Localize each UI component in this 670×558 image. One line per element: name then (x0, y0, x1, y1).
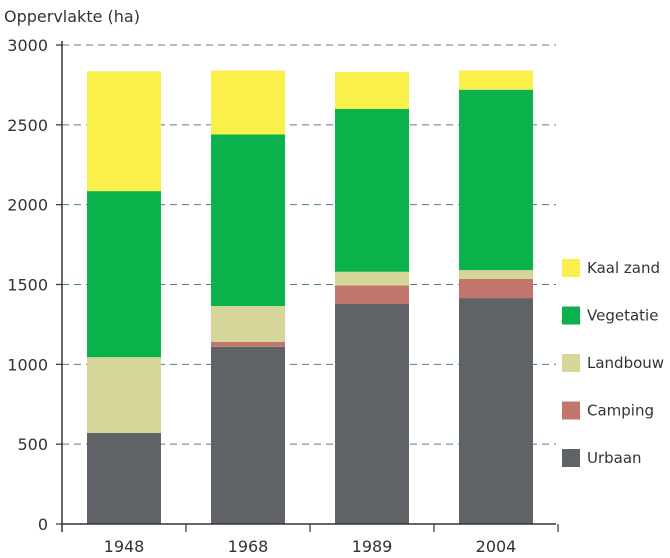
bar-segment-landbouw-1989 (335, 271, 409, 286)
x-category-label: 1989 (352, 537, 393, 556)
y-tick-label: 2000 (7, 196, 48, 215)
bar-segment-camping-2004 (459, 278, 533, 299)
bars (87, 70, 533, 524)
legend-label-landbouw: Landbouw (587, 354, 664, 372)
legend-label-vegetatie: Vegetatie (587, 307, 658, 325)
legend-swatch-camping (562, 401, 580, 420)
bar-segment-camping-1989 (335, 285, 409, 304)
bar-segment-vegetatie-1968 (211, 134, 285, 307)
bar-segment-kaal-zand-1948 (87, 71, 161, 192)
bar-segment-urbaan-1989 (335, 303, 409, 524)
y-tick-label: 0 (38, 515, 48, 534)
bar-segment-landbouw-2004 (459, 270, 533, 279)
legend-label-kaal-zand: Kaal zand (587, 259, 660, 277)
x-category-label: 1948 (104, 537, 145, 556)
bar-segment-landbouw-1968 (211, 306, 285, 342)
x-category-label: 2004 (476, 537, 517, 556)
legend-label-camping: Camping (587, 402, 654, 420)
x-category-label: 1968 (228, 537, 269, 556)
bar-segment-urbaan-1968 (211, 346, 285, 524)
legend-swatch-vegetatie (562, 306, 580, 325)
bar-segment-landbouw-1948 (87, 357, 161, 433)
y-axis-label: Oppervlakte (ha) (4, 7, 140, 26)
bar-segment-kaal-zand-2004 (459, 70, 533, 90)
bar-segment-urbaan-2004 (459, 298, 533, 524)
y-tick-label: 500 (17, 435, 48, 454)
bar-segment-urbaan-1948 (87, 432, 161, 524)
y-tick-label: 3000 (7, 36, 48, 55)
y-tick-label: 1500 (7, 276, 48, 295)
bar-segment-vegetatie-1948 (87, 191, 161, 358)
bar-segment-kaal-zand-1989 (335, 72, 409, 109)
legend-label-urbaan: Urbaan (587, 449, 642, 467)
y-tick-label: 1000 (7, 355, 48, 374)
bar-segment-vegetatie-1989 (335, 108, 409, 272)
legend-swatch-urbaan (562, 449, 580, 467)
legend-swatch-kaal-zand (562, 259, 580, 277)
legend: Kaal zand Vegetatie Landbouw Camping Urbaan (562, 259, 664, 467)
axes: 0 500 1000 1500 2000 2500 3000 1948 1968 1989 2004 (7, 36, 559, 556)
y-tick-label: 2500 (7, 116, 48, 135)
bar-segment-vegetatie-2004 (459, 89, 533, 271)
bar-segment-camping-1968 (211, 341, 285, 347)
bar-segment-kaal-zand-1968 (211, 70, 285, 135)
legend-swatch-landbouw (562, 354, 580, 372)
